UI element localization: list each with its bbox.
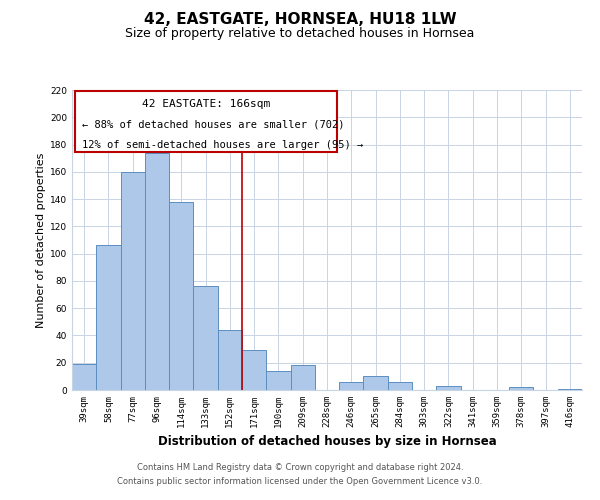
Bar [290,366,315,390]
Bar [266,371,290,390]
Bar [96,246,121,390]
Bar [121,172,145,390]
Bar [509,388,533,390]
Y-axis label: Number of detached properties: Number of detached properties [36,152,46,328]
Bar [169,202,193,390]
Bar [145,152,169,390]
Bar [558,388,582,390]
Bar [72,364,96,390]
Bar [436,386,461,390]
Text: 42, EASTGATE, HORNSEA, HU18 1LW: 42, EASTGATE, HORNSEA, HU18 1LW [143,12,457,28]
Bar [218,330,242,390]
Bar [364,376,388,390]
FancyBboxPatch shape [74,92,337,152]
Bar [339,382,364,390]
Text: ← 88% of detached houses are smaller (702): ← 88% of detached houses are smaller (70… [82,120,344,130]
Text: Size of property relative to detached houses in Hornsea: Size of property relative to detached ho… [125,28,475,40]
Bar [388,382,412,390]
Text: 42 EASTGATE: 166sqm: 42 EASTGATE: 166sqm [142,99,270,109]
Text: 12% of semi-detached houses are larger (95) →: 12% of semi-detached houses are larger (… [82,140,364,150]
Text: Contains HM Land Registry data © Crown copyright and database right 2024.: Contains HM Land Registry data © Crown c… [137,464,463,472]
X-axis label: Distribution of detached houses by size in Hornsea: Distribution of detached houses by size … [158,436,496,448]
Bar [193,286,218,390]
Bar [242,350,266,390]
Text: Contains public sector information licensed under the Open Government Licence v3: Contains public sector information licen… [118,477,482,486]
